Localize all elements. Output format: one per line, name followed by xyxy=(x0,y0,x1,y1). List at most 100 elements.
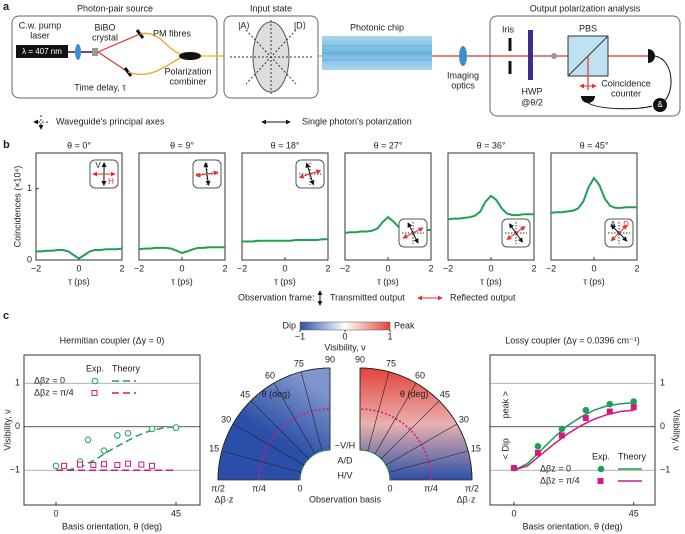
combiner xyxy=(179,52,201,60)
theta-axis-label: θ (deg) xyxy=(262,389,291,399)
colorbar-label: Visibility, ν xyxy=(324,342,366,352)
polarization-marker xyxy=(551,53,557,59)
x-tick-label: 2 xyxy=(531,263,536,273)
point xyxy=(114,462,121,468)
x-tick-label: −2 xyxy=(237,263,247,273)
box xyxy=(11,15,218,99)
label: optics xyxy=(451,80,475,90)
point xyxy=(61,462,67,469)
label: Coincidence xyxy=(601,78,651,88)
point xyxy=(114,432,121,439)
chart-title: Lossy coupler (Δγ = 0.0396 cm⁻¹) xyxy=(505,335,640,345)
y-tick-label: 1 xyxy=(27,183,32,193)
reflected-arrow xyxy=(298,169,322,179)
point xyxy=(77,461,83,468)
data-line xyxy=(447,194,534,221)
y-tick-label: 1 xyxy=(660,378,665,388)
point xyxy=(124,429,132,437)
point xyxy=(582,415,589,422)
legend-label: Reflected output xyxy=(450,292,516,302)
reflected-arrow xyxy=(402,227,424,239)
box-title: Photonic chip xyxy=(350,22,404,32)
label: & xyxy=(657,100,663,109)
annotation: peak > xyxy=(500,391,510,418)
r-tick-label: π/4 xyxy=(252,483,266,493)
theta-tick-label: 75 xyxy=(386,358,396,368)
legend-marker xyxy=(597,465,605,473)
point xyxy=(630,398,638,405)
point xyxy=(90,462,97,468)
y-tick-label: 0 xyxy=(15,421,20,431)
theta-tick-label: 45 xyxy=(240,390,250,400)
grid-arc xyxy=(359,449,391,481)
observation-frame: Observation frame: Transmitted output Re… xyxy=(238,290,516,306)
x-tick-label: 2 xyxy=(325,263,330,273)
x-axis-label: Observation basis xyxy=(309,494,382,504)
box xyxy=(489,15,681,117)
chart-title: θ = 0° xyxy=(67,140,91,150)
legend-label: Δβz = 0 xyxy=(540,463,571,473)
legend-label: Single photon's polarization xyxy=(302,116,412,126)
label: @θ/2 xyxy=(521,97,543,107)
label: |A⟩ xyxy=(238,20,250,30)
grid-arc xyxy=(299,449,331,481)
x-tick-label: 0 xyxy=(76,263,81,273)
legend-label: Transmitted output xyxy=(330,292,405,302)
x-tick-label: 0 xyxy=(385,263,390,273)
lens xyxy=(75,44,81,60)
r-tick-label: π/4 xyxy=(424,483,438,493)
basis-label: H/V xyxy=(337,470,352,480)
point xyxy=(52,462,60,470)
label: laser xyxy=(30,30,50,40)
chart-title: θ = 18° xyxy=(271,140,300,150)
legend-title: Observation frame: xyxy=(238,292,315,302)
r-tick-label: 0 xyxy=(297,483,302,493)
point xyxy=(534,443,542,450)
basis-label: A/D xyxy=(337,455,353,465)
label: PM fibres xyxy=(153,28,192,38)
data-line xyxy=(513,409,634,471)
point xyxy=(630,404,637,411)
point xyxy=(558,432,565,439)
legend-header: Theory xyxy=(618,451,647,461)
box-title: Photon-pair source xyxy=(77,3,153,13)
point xyxy=(138,461,145,468)
counter xyxy=(653,98,667,112)
grid-spoke xyxy=(221,450,302,473)
theta-tick-label: 45 xyxy=(440,390,450,400)
legend-label: Δβz = π/4 xyxy=(34,387,74,397)
inset-label: V xyxy=(95,161,101,170)
grid-spoke xyxy=(381,400,440,459)
annotation: < Dip xyxy=(500,438,510,459)
y-tick-label: −1 xyxy=(10,465,20,475)
basis-label: −V/H xyxy=(335,440,355,450)
legend-header: Exp. xyxy=(592,451,610,461)
legend-label: Δβz = 0 xyxy=(34,375,65,385)
theta-tick-label: 90 xyxy=(355,354,365,364)
theta-tick-label: 60 xyxy=(265,370,275,380)
data-line xyxy=(36,247,123,260)
reflected-arrow xyxy=(610,224,628,242)
legend-label: Waveguide's principal axes xyxy=(56,116,165,126)
x-tick-label: 2 xyxy=(119,263,124,273)
label: PBS xyxy=(579,23,597,33)
x-axis-label: τ (ps) xyxy=(377,276,399,286)
legend-marker xyxy=(91,377,99,385)
detector xyxy=(581,96,595,103)
reflected-arrow xyxy=(506,226,526,240)
x-axis-label: τ (ps) xyxy=(583,276,605,286)
label: Polarization xyxy=(164,66,211,76)
r-axis-label: Δβ·z xyxy=(215,494,234,504)
plot-frame xyxy=(23,354,201,506)
reflected-arrow xyxy=(195,170,219,178)
legend-marker xyxy=(91,390,98,396)
inset-label: H xyxy=(108,177,114,186)
chart-title: θ = 27° xyxy=(374,140,403,150)
chart-title: θ = 45° xyxy=(580,140,609,150)
label: C.w. pump xyxy=(19,20,62,30)
x-tick-label: −2 xyxy=(134,263,144,273)
colorbar-end: Peak xyxy=(394,320,415,330)
panel-label: a xyxy=(3,1,10,13)
colorbar-end: Dip xyxy=(282,320,296,330)
